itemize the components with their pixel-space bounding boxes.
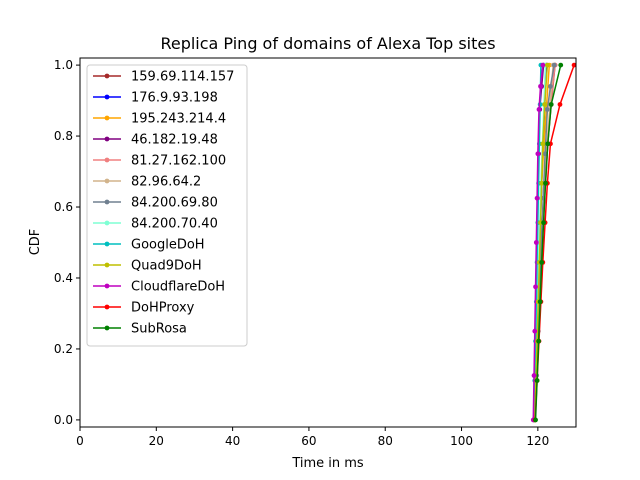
legend-label: 84.200.70.40: [131, 217, 218, 232]
legend-marker: [104, 136, 110, 142]
plot-frame: [79, 57, 577, 428]
data-point: [558, 62, 564, 68]
data-point: [537, 299, 543, 305]
data-point: [533, 240, 539, 245]
legend-marker: [104, 199, 110, 205]
legend-item-176.9.93.198: 176.9.93.198: [93, 91, 218, 106]
legend-item-159.69.114.157: 159.69.114.157: [93, 70, 234, 85]
data-point: [542, 151, 548, 157]
y-tick-label: 0.4: [54, 271, 73, 285]
y-axis-label: CDF: [28, 229, 43, 256]
data-point: [535, 151, 541, 157]
legend-marker: [104, 178, 110, 184]
data-point: [557, 102, 563, 107]
legend-label: 82.96.64.2: [131, 175, 201, 190]
y-tick-label: 0.8: [54, 129, 73, 143]
legend-item-82.96.64.2: 82.96.64.2: [93, 175, 201, 190]
legend-marker: [104, 325, 110, 331]
x-tick-label: 40: [225, 434, 240, 448]
legend-marker: [104, 73, 110, 79]
x-tick-label: 60: [301, 434, 316, 448]
data-point: [533, 284, 538, 290]
data-point: [539, 259, 545, 265]
x-tick-label: 80: [378, 434, 393, 448]
series-line: [534, 64, 562, 420]
data-point: [534, 195, 540, 201]
data-point: [551, 62, 557, 68]
data-point: [539, 180, 545, 186]
series-line: [532, 65, 544, 420]
x-tick-label: 20: [149, 434, 164, 448]
data-point: [536, 338, 542, 344]
legend-marker: [104, 262, 110, 268]
data-point: [533, 417, 538, 423]
data-point: [541, 220, 546, 226]
data-point: [531, 373, 537, 378]
chart-title: Replica Ping of domains of Alexa Top sit…: [160, 34, 495, 53]
legend: 159.69.114.157 176.9.93.198 195.243.214.4 4…: [86, 64, 248, 347]
y-tick-label: 1.0: [54, 58, 73, 72]
legend-marker: [104, 220, 110, 226]
legend-marker: [104, 241, 110, 247]
axes: 0 20 40 60 80 100 120 0.0 0.2 0.4 0.6 0.8 1.0: [54, 57, 577, 448]
y-tick-label: 0.0: [54, 413, 73, 427]
legend-item-81.27.162.100: 81.27.162.100: [93, 154, 226, 169]
x-axis-label: Time in ms: [291, 456, 364, 471]
legend-label: 176.9.93.198: [131, 91, 218, 106]
legend-label: DoHProxy: [131, 301, 195, 316]
legend-item-DoHProxy: DoHProxy: [93, 301, 195, 316]
plot-area: [530, 62, 576, 423]
data-point: [540, 62, 546, 68]
legend-item-CloudflareDoH: CloudflareDoH: [93, 280, 225, 295]
data-point: [543, 180, 548, 186]
legend-item-46.182.19.48: 46.182.19.48: [93, 133, 218, 148]
data-point: [544, 107, 550, 112]
series-group: [530, 62, 576, 423]
legend-marker: [104, 283, 110, 289]
legend-label: 46.182.19.48: [131, 133, 218, 148]
legend-label: 159.69.114.157: [131, 70, 234, 85]
legend-marker: [104, 94, 110, 100]
legend-item-SubRosa: SubRosa: [93, 322, 187, 337]
legend-label: Quad9DoH: [131, 259, 202, 274]
legend-marker: [104, 115, 110, 121]
legend-marker: [104, 157, 110, 163]
y-tick-label: 0.2: [54, 342, 73, 356]
data-point: [571, 62, 576, 68]
x-tick-label: 100: [450, 434, 473, 448]
data-point: [534, 378, 540, 383]
series-SubRosa: [533, 62, 564, 423]
legend-item-GoogleDoH: GoogleDoH: [93, 238, 205, 253]
data-point: [538, 83, 543, 89]
data-point: [536, 107, 542, 112]
legend-box: [86, 64, 248, 347]
data-point: [545, 141, 551, 147]
legend-marker: [104, 304, 110, 310]
legend-label: CloudflareDoH: [131, 280, 225, 295]
legend-label: 195.243.214.4: [131, 112, 226, 127]
legend-item-195.243.214.4: 195.243.214.4: [93, 112, 226, 127]
legend-label: SubRosa: [131, 322, 187, 337]
x-tick-label: 120: [526, 434, 549, 448]
y-tick-label: 0.6: [54, 200, 73, 214]
legend-item-84.200.69.80: 84.200.69.80: [93, 196, 218, 211]
data-point: [540, 141, 546, 147]
data-point: [548, 83, 553, 89]
legend-item-Quad9DoH: Quad9DoH: [93, 259, 202, 274]
x-tick-label: 0: [76, 434, 84, 448]
legend-label: GoogleDoH: [131, 238, 205, 253]
data-point: [544, 62, 550, 68]
data-point: [542, 102, 548, 107]
legend-label: 81.27.162.100: [131, 154, 226, 169]
data-point: [548, 102, 554, 107]
legend-label: 84.200.69.80: [131, 196, 218, 211]
legend-item-84.200.70.40: 84.200.70.40: [93, 217, 218, 232]
data-point: [532, 328, 538, 334]
series-line: [534, 65, 549, 420]
